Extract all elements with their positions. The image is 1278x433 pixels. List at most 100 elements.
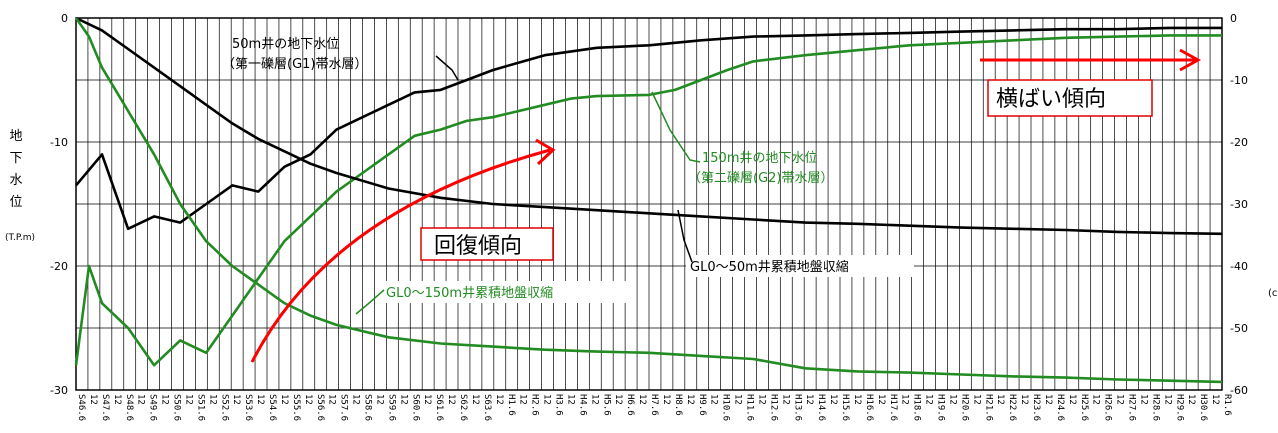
xtick-label: S51.6 xyxy=(195,394,205,421)
series-line-0 xyxy=(75,26,1222,231)
xtick-label: 12 xyxy=(1115,394,1125,405)
xtick-label: H9.6 xyxy=(697,394,707,416)
xtick-label: 12 xyxy=(327,394,337,405)
xtick-label: 12 xyxy=(255,394,265,405)
annotations: 50m井の地下水位 （第一礫層(G1)帯水層） 150m井の地下水位 （第二礫層… xyxy=(222,37,1202,363)
ytick-left-label: -10 xyxy=(50,136,68,149)
xtick-label: S53.6 xyxy=(243,394,253,421)
ytick-right-label: 0 xyxy=(1230,12,1237,25)
xtick-label: S54.6 xyxy=(267,394,277,421)
xtick-label: H15.6 xyxy=(840,394,850,421)
xtick-label: H13.6 xyxy=(792,394,802,421)
xtick-label: H11.6 xyxy=(745,394,755,421)
xtick-label: S62.6 xyxy=(458,394,468,421)
xtick-label: 12 xyxy=(494,394,504,405)
xtick-label: 12 xyxy=(303,394,313,405)
xtick-label: 12 xyxy=(876,394,886,405)
ylabel-left-char-2: 水 xyxy=(9,173,22,188)
ytick-right-label: -30 xyxy=(1230,198,1248,211)
series-layer xyxy=(74,16,1223,384)
xtick-label: 12 xyxy=(374,394,384,405)
xtick-label: S49.6 xyxy=(148,394,158,421)
xtick-label: 12 xyxy=(780,394,790,405)
series-line-2 xyxy=(75,16,1223,236)
xtick-label: 12 xyxy=(1186,394,1196,405)
xtick-label: 12 xyxy=(565,394,575,405)
xtick-label: S47.6 xyxy=(100,394,110,421)
ytick-right-label: -40 xyxy=(1230,260,1248,273)
xtick-label: S50.6 xyxy=(172,394,182,421)
yticks-right: 0 -10 -20 -30 -40 -50 -60 xyxy=(1230,12,1248,397)
xtick-label: S57.6 xyxy=(339,394,349,421)
xtick-label: 12 xyxy=(1162,394,1172,405)
xtick-label: 12 xyxy=(136,394,146,405)
xtick-label: 12 xyxy=(971,394,981,405)
xtick-label: 12 xyxy=(160,394,170,405)
xtick-label: 12 xyxy=(685,394,695,405)
annotation-flat: 横ばい傾向 xyxy=(996,87,1106,112)
xtick-label: 12 xyxy=(589,394,599,405)
ylabel-left-char-3: 位 xyxy=(9,195,22,210)
xtick-label: 12 xyxy=(351,394,361,405)
annotation-well50-line1: 50m井の地下水位 xyxy=(232,37,339,52)
xtick-label: 12 xyxy=(398,394,408,405)
xtick-label: 12 xyxy=(518,394,528,405)
xtick-label: 12 xyxy=(709,394,719,405)
annotation-recovery: 回復傾向 xyxy=(434,234,522,259)
xtick-label: 12 xyxy=(207,394,217,405)
recovery-arrow xyxy=(250,148,551,363)
xtick-label: 12 xyxy=(1091,394,1101,405)
xtick-label: S46.6 xyxy=(76,394,86,421)
xtick-label: H6.6 xyxy=(625,394,635,416)
xtick-label: 12 xyxy=(613,394,623,405)
flat-arrowhead xyxy=(1179,48,1202,72)
xtick-label: H23.6 xyxy=(1031,394,1041,421)
xtick-label: H20.6 xyxy=(959,394,969,421)
xtick-label: H1.6 xyxy=(506,394,516,416)
xtick-label: 12 xyxy=(470,394,480,405)
annotation-well150-line2: （第二礫層(G2)帯水層） xyxy=(688,170,834,186)
xtick-label: S58.6 xyxy=(363,394,373,421)
xtick-label: 12 xyxy=(88,394,98,405)
xtick-label: S59.6 xyxy=(386,394,396,421)
xtick-label: S56.6 xyxy=(315,394,325,421)
xtick-label: 12 xyxy=(828,394,838,405)
ytick-left-label: 0 xyxy=(61,12,68,25)
xtick-label: S48.6 xyxy=(124,394,134,421)
leader-well50 xyxy=(435,55,459,81)
left-axis-label: 地 下 水 位 (T.P.m) xyxy=(5,129,35,243)
leader-subsidence50 xyxy=(677,209,693,263)
xtick-label: 12 xyxy=(947,394,957,405)
xtick-label: H29.6 xyxy=(1174,394,1184,421)
xtick-label: H25.6 xyxy=(1079,394,1089,421)
leader-well150 xyxy=(651,91,701,163)
xtick-label: H26.6 xyxy=(1103,394,1113,421)
xtick-label: H28.6 xyxy=(1150,394,1160,421)
xtick-label: S60.6 xyxy=(410,394,420,421)
ylabel-left-char-0: 地 xyxy=(9,129,22,144)
ytick-right-label: -60 xyxy=(1230,384,1248,397)
ylabel-right-unit: (c xyxy=(1268,288,1277,299)
xtick-label: R1.6 xyxy=(1222,394,1232,416)
yticks-left: 0 -10 -20 -30 xyxy=(50,12,68,397)
xtick-label: H8.6 xyxy=(673,394,683,416)
xtick-label: S52.6 xyxy=(219,394,229,421)
xtick-label: 12 xyxy=(661,394,671,405)
xtick-label: 12 xyxy=(446,394,456,405)
annotation-subsidence150: GL0〜150m井累積地盤収縮 xyxy=(386,285,553,301)
xtick-label: S55.6 xyxy=(291,394,301,421)
subsidence150-box xyxy=(382,281,632,303)
xtick-label: 12 xyxy=(279,394,289,405)
ytick-left-label: -30 xyxy=(50,384,68,397)
xtick-label: 12 xyxy=(1019,394,1029,405)
xtick-label: H30.6 xyxy=(1198,394,1208,421)
xtick-label: H4.6 xyxy=(577,394,587,416)
xtick-label: H22.6 xyxy=(1007,394,1017,421)
annotation-subsidence50: GL0〜50m井累積地盤収縮 xyxy=(690,259,849,275)
ytick-right-label: -10 xyxy=(1230,74,1248,87)
ylabel-left-char-1: 下 xyxy=(9,151,22,166)
xtick-label: H27.6 xyxy=(1127,394,1137,421)
ylabel-left-unit: (T.P.m) xyxy=(5,233,35,243)
xtick-label: H12.6 xyxy=(768,394,778,421)
